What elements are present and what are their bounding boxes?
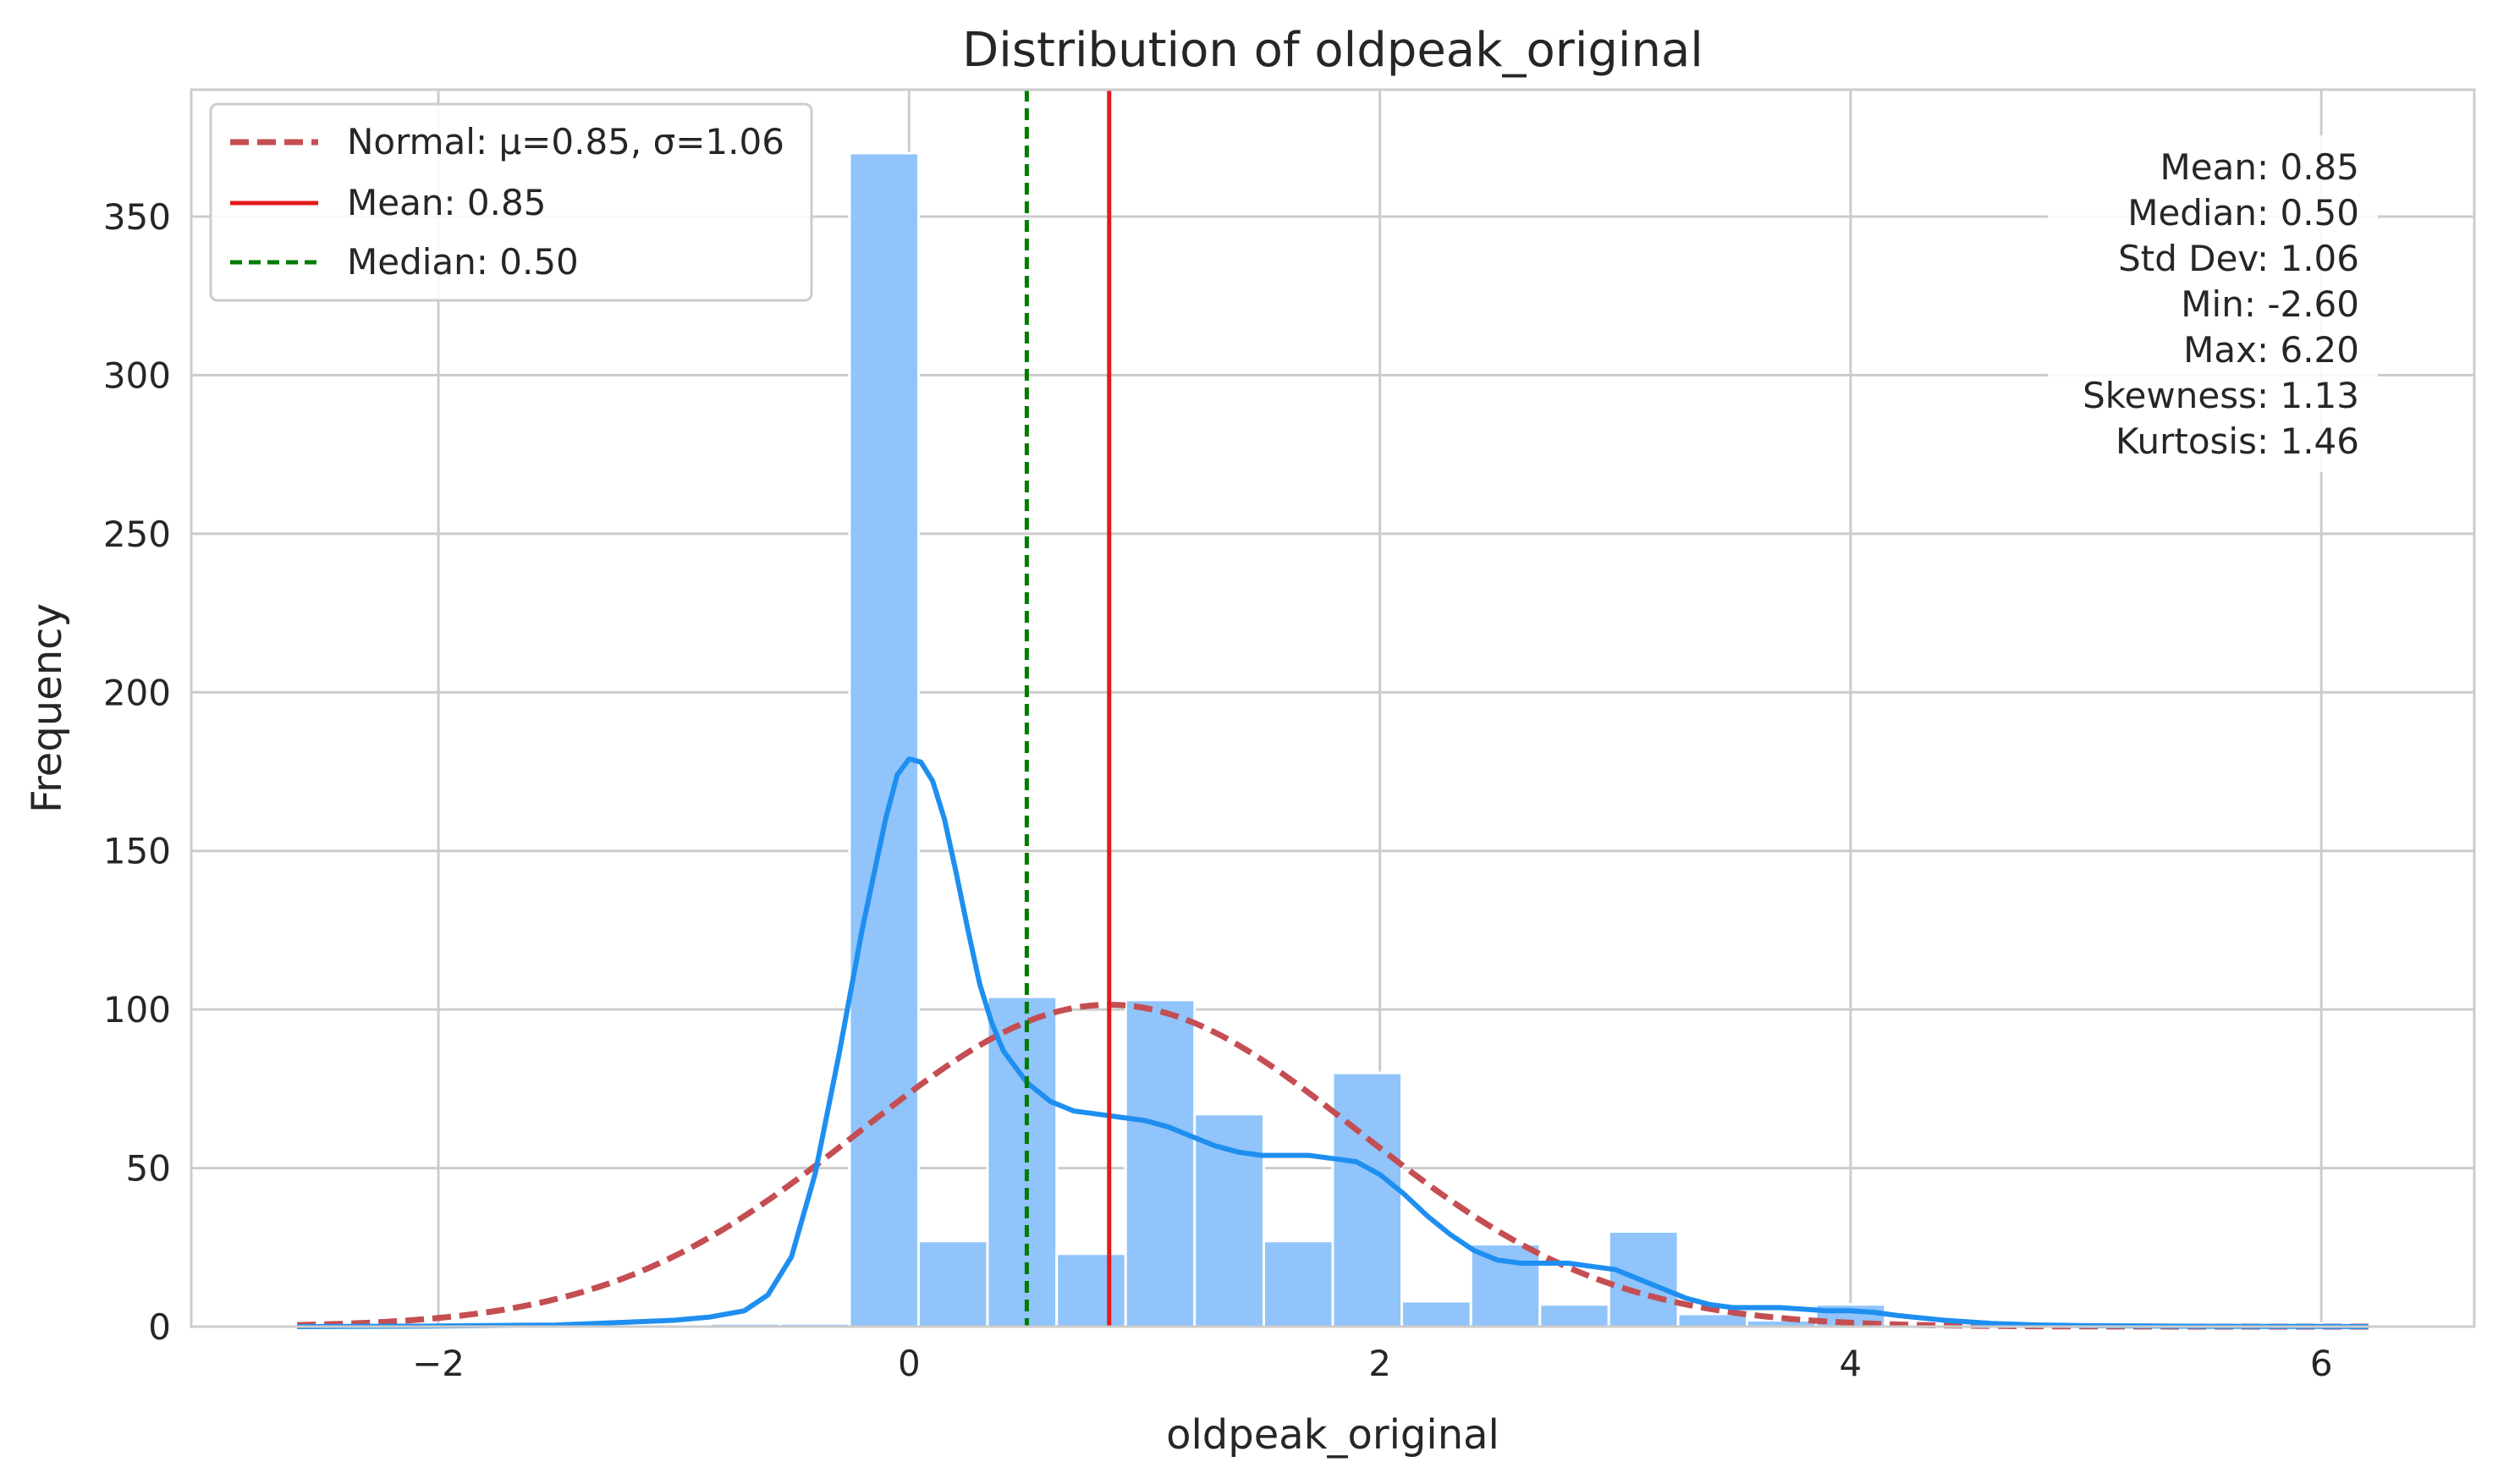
stats-box: Mean: 0.85 Median: 0.50 Std Dev: 1.06 Mi… — [2048, 135, 2378, 472]
legend: Normal: μ=0.85, σ=1.06 Mean: 0.85 Median… — [209, 102, 813, 302]
histogram-bar — [1538, 1303, 1610, 1328]
histogram-bar — [1469, 1243, 1542, 1328]
chart-title: Distribution of oldpeak_original — [962, 23, 1703, 78]
stats-box-background — [2048, 135, 2378, 472]
plot-frame — [190, 88, 2476, 1328]
x-tick-label: −2 — [412, 1343, 465, 1384]
x-tick-label: 6 — [2310, 1343, 2333, 1384]
y-tick-label: 150 — [103, 831, 171, 872]
histogram-bar — [1124, 998, 1197, 1328]
stat-std-dev: Std Dev: 1.06 — [2118, 238, 2359, 279]
kde-curve — [297, 756, 2369, 1329]
histogram-bar — [1055, 1252, 1127, 1328]
stat-kurtosis: Kurtosis: 1.46 — [2116, 420, 2359, 462]
tick-labels: −2 0 2 4 6 0 50 100 150 200 250 300 350 — [103, 196, 2333, 1384]
histogram-bar — [1193, 1113, 1266, 1328]
stat-median: Median: 0.50 — [2127, 192, 2359, 234]
legend-box — [209, 102, 813, 302]
legend-label-mean: Mean: 0.85 — [347, 182, 546, 223]
x-tick-label: 2 — [1368, 1343, 1391, 1384]
stat-min: Min: -2.60 — [2181, 283, 2359, 325]
x-tick-label: 4 — [1840, 1343, 1862, 1384]
y-tick-label: 200 — [103, 672, 171, 713]
y-axis-label: Frequency — [24, 603, 71, 813]
histogram-bar — [1400, 1300, 1472, 1328]
y-tick-label: 100 — [103, 989, 171, 1031]
normal-curve — [297, 1001, 2369, 1330]
y-tick-label: 350 — [103, 196, 171, 238]
legend-label-normal: Normal: μ=0.85, σ=1.06 — [347, 121, 784, 162]
stat-mean: Mean: 0.85 — [2160, 146, 2359, 188]
y-tick-label: 0 — [148, 1306, 171, 1348]
x-tick-label: 0 — [898, 1343, 921, 1384]
y-tick-label: 50 — [126, 1148, 171, 1190]
y-tick-label: 250 — [103, 514, 171, 555]
histogram-bar — [916, 1239, 989, 1328]
x-axis-label: oldpeak_original — [1166, 1411, 1499, 1459]
overlay-lines — [297, 90, 2369, 1330]
histogram-bar — [986, 995, 1059, 1328]
stat-skewness: Skewness: 1.13 — [2083, 375, 2359, 416]
y-tick-label: 300 — [103, 355, 171, 396]
histogram-bar — [1331, 1071, 1403, 1328]
legend-label-median: Median: 0.50 — [347, 241, 579, 283]
histogram-bar — [848, 151, 920, 1328]
stat-max: Max: 6.20 — [2183, 329, 2359, 371]
histogram-bar — [1263, 1239, 1334, 1328]
